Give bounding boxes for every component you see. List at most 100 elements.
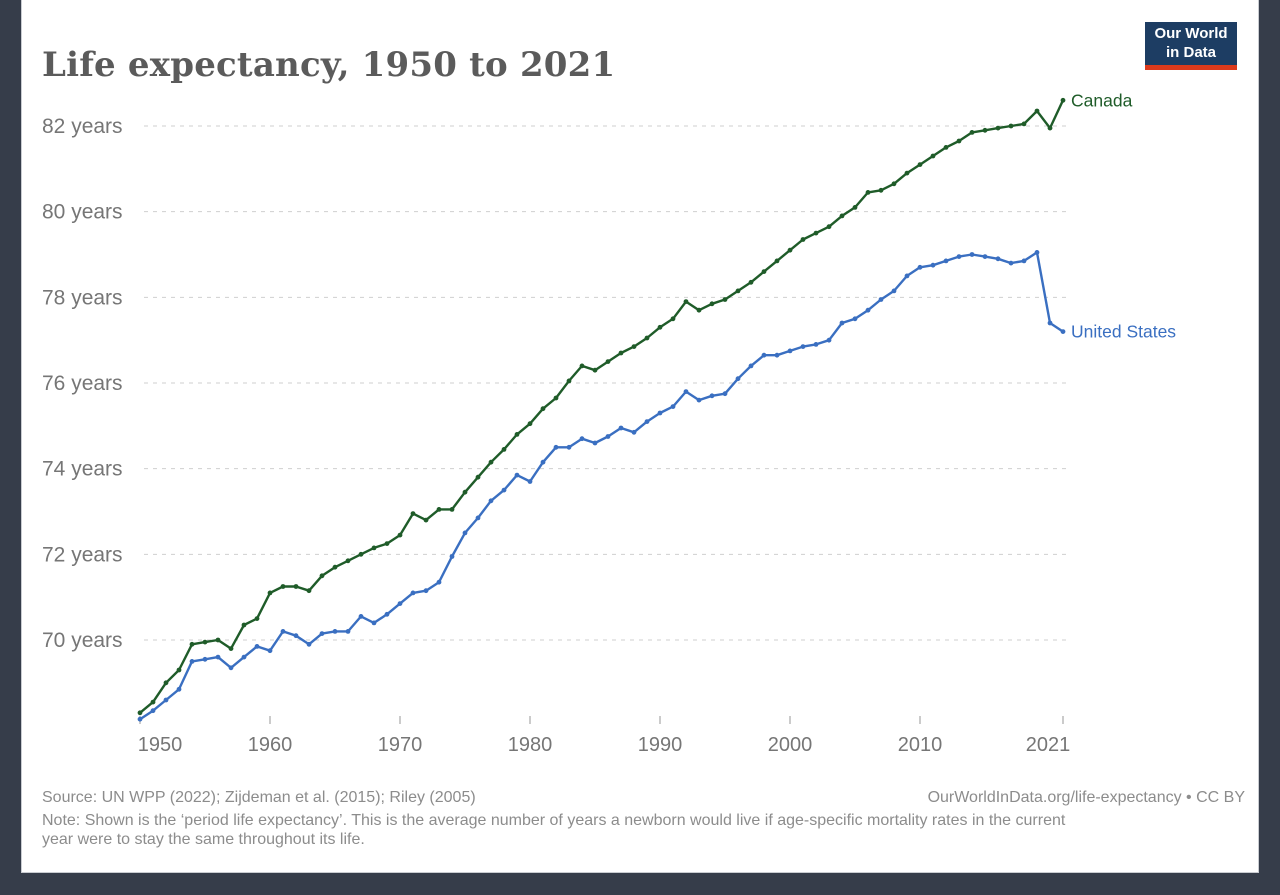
data-point-united-states-1965[interactable] bbox=[332, 629, 338, 634]
data-point-canada-1987[interactable] bbox=[618, 350, 624, 356]
data-point-canada-1999[interactable] bbox=[774, 258, 780, 264]
data-point-canada-1964[interactable] bbox=[319, 573, 325, 579]
data-point-canada-1984[interactable] bbox=[579, 363, 585, 369]
data-point-canada-2017[interactable] bbox=[1008, 123, 1014, 129]
data-point-canada-1967[interactable] bbox=[358, 551, 364, 557]
data-point-canada-1952[interactable] bbox=[163, 680, 169, 686]
data-point-united-states-1956[interactable] bbox=[215, 654, 221, 660]
data-point-united-states-1984[interactable] bbox=[579, 436, 585, 442]
data-point-canada-2006[interactable] bbox=[865, 190, 871, 195]
series-line-canada[interactable] bbox=[138, 99, 1065, 714]
data-point-united-states-2003[interactable] bbox=[826, 337, 832, 343]
data-point-united-states-2015[interactable] bbox=[982, 254, 988, 259]
data-point-united-states-2013[interactable] bbox=[956, 254, 962, 259]
data-point-canada-1992[interactable] bbox=[683, 299, 689, 304]
data-point-united-states-2006[interactable] bbox=[865, 307, 871, 313]
data-point-canada-2007[interactable] bbox=[878, 187, 884, 193]
data-point-united-states-1998[interactable] bbox=[761, 352, 767, 358]
data-point-united-states-2005[interactable] bbox=[852, 316, 858, 322]
data-point-united-states-1966[interactable] bbox=[345, 629, 351, 634]
data-point-united-states-2010[interactable] bbox=[917, 264, 923, 270]
data-point-united-states-1995[interactable] bbox=[722, 391, 728, 397]
data-point-canada-2003[interactable] bbox=[826, 224, 832, 230]
data-point-canada-1956[interactable] bbox=[215, 637, 221, 643]
data-point-united-states-1988[interactable] bbox=[631, 429, 637, 435]
data-point-canada-1981[interactable] bbox=[540, 406, 546, 412]
data-point-united-states-1963[interactable] bbox=[306, 641, 312, 647]
data-point-canada-1975[interactable] bbox=[462, 489, 468, 495]
data-point-canada-1974[interactable] bbox=[449, 507, 455, 512]
series-line-united-states[interactable] bbox=[138, 251, 1065, 721]
data-point-canada-2009[interactable] bbox=[904, 170, 910, 176]
data-point-canada-1977[interactable] bbox=[488, 459, 494, 465]
data-point-united-states-1973[interactable] bbox=[436, 579, 442, 585]
data-point-united-states-2011[interactable] bbox=[930, 262, 936, 268]
data-point-united-states-1997[interactable] bbox=[748, 363, 754, 369]
data-point-canada-1996[interactable] bbox=[735, 288, 741, 294]
owid-logo[interactable]: Our World in Data bbox=[1145, 22, 1237, 70]
data-point-united-states-1969[interactable] bbox=[384, 611, 390, 617]
data-point-canada-1954[interactable] bbox=[189, 641, 195, 647]
data-point-united-states-1977[interactable] bbox=[488, 498, 494, 504]
data-point-united-states-2017[interactable] bbox=[1008, 260, 1014, 266]
data-point-united-states-1999[interactable] bbox=[774, 352, 780, 358]
data-point-united-states-1985[interactable] bbox=[592, 440, 598, 446]
data-point-united-states-1958[interactable] bbox=[241, 654, 247, 660]
data-point-canada-2005[interactable] bbox=[852, 205, 858, 210]
data-point-canada-1988[interactable] bbox=[631, 344, 637, 349]
data-point-canada-1965[interactable] bbox=[332, 564, 338, 570]
data-point-canada-1970[interactable] bbox=[397, 532, 403, 538]
data-point-united-states-1981[interactable] bbox=[540, 459, 546, 465]
data-point-united-states-1959[interactable] bbox=[254, 644, 260, 649]
data-point-united-states-1982[interactable] bbox=[553, 444, 559, 450]
data-point-canada-1950[interactable] bbox=[137, 710, 143, 716]
data-point-canada-1969[interactable] bbox=[384, 541, 390, 546]
data-point-united-states-1990[interactable] bbox=[657, 410, 663, 416]
data-point-united-states-1978[interactable] bbox=[501, 487, 507, 493]
data-point-canada-2014[interactable] bbox=[969, 130, 975, 135]
data-point-canada-2004[interactable] bbox=[839, 213, 845, 219]
data-point-united-states-1952[interactable] bbox=[163, 697, 169, 703]
footer-attribution-link[interactable]: OurWorldInData.org/life-expectancy • CC … bbox=[927, 789, 1245, 806]
data-point-united-states-1975[interactable] bbox=[462, 530, 468, 536]
data-point-united-states-1970[interactable] bbox=[397, 601, 403, 606]
data-point-canada-2015[interactable] bbox=[982, 127, 988, 133]
data-point-canada-1951[interactable] bbox=[150, 699, 156, 705]
data-point-united-states-2021[interactable] bbox=[1060, 329, 1066, 334]
data-point-united-states-1972[interactable] bbox=[423, 588, 429, 594]
data-point-canada-2000[interactable] bbox=[787, 247, 793, 253]
data-point-united-states-2004[interactable] bbox=[839, 320, 845, 326]
data-point-canada-2010[interactable] bbox=[917, 162, 923, 168]
data-point-united-states-1955[interactable] bbox=[202, 656, 208, 662]
data-point-canada-2008[interactable] bbox=[891, 181, 897, 187]
data-point-united-states-2020[interactable] bbox=[1047, 320, 1053, 326]
data-point-canada-2011[interactable] bbox=[930, 153, 936, 159]
data-point-canada-1966[interactable] bbox=[345, 558, 351, 564]
data-point-united-states-2007[interactable] bbox=[878, 297, 884, 302]
data-point-united-states-1957[interactable] bbox=[228, 665, 234, 671]
data-point-united-states-2009[interactable] bbox=[904, 273, 910, 279]
data-point-canada-2019[interactable] bbox=[1034, 108, 1040, 114]
data-point-united-states-1971[interactable] bbox=[410, 590, 416, 596]
data-point-united-states-1960[interactable] bbox=[267, 648, 273, 654]
data-point-united-states-2008[interactable] bbox=[891, 288, 897, 294]
data-point-united-states-1954[interactable] bbox=[189, 659, 195, 664]
data-point-canada-1993[interactable] bbox=[696, 307, 702, 313]
data-point-canada-1961[interactable] bbox=[280, 584, 286, 589]
data-point-canada-1960[interactable] bbox=[267, 590, 273, 596]
data-point-canada-1985[interactable] bbox=[592, 367, 598, 373]
data-point-canada-1958[interactable] bbox=[241, 622, 247, 628]
data-point-canada-1995[interactable] bbox=[722, 297, 728, 302]
data-point-united-states-1996[interactable] bbox=[735, 376, 741, 382]
data-point-canada-1990[interactable] bbox=[657, 324, 663, 330]
data-point-united-states-1974[interactable] bbox=[449, 554, 455, 559]
data-point-united-states-2002[interactable] bbox=[813, 342, 819, 347]
data-point-canada-1976[interactable] bbox=[475, 474, 481, 480]
data-point-canada-1986[interactable] bbox=[605, 359, 611, 364]
data-point-united-states-2019[interactable] bbox=[1034, 250, 1040, 255]
data-point-united-states-2001[interactable] bbox=[800, 344, 806, 349]
data-point-canada-1959[interactable] bbox=[254, 616, 260, 621]
data-point-canada-2018[interactable] bbox=[1021, 121, 1027, 127]
data-point-united-states-1964[interactable] bbox=[319, 631, 325, 636]
data-point-canada-1979[interactable] bbox=[514, 432, 520, 437]
